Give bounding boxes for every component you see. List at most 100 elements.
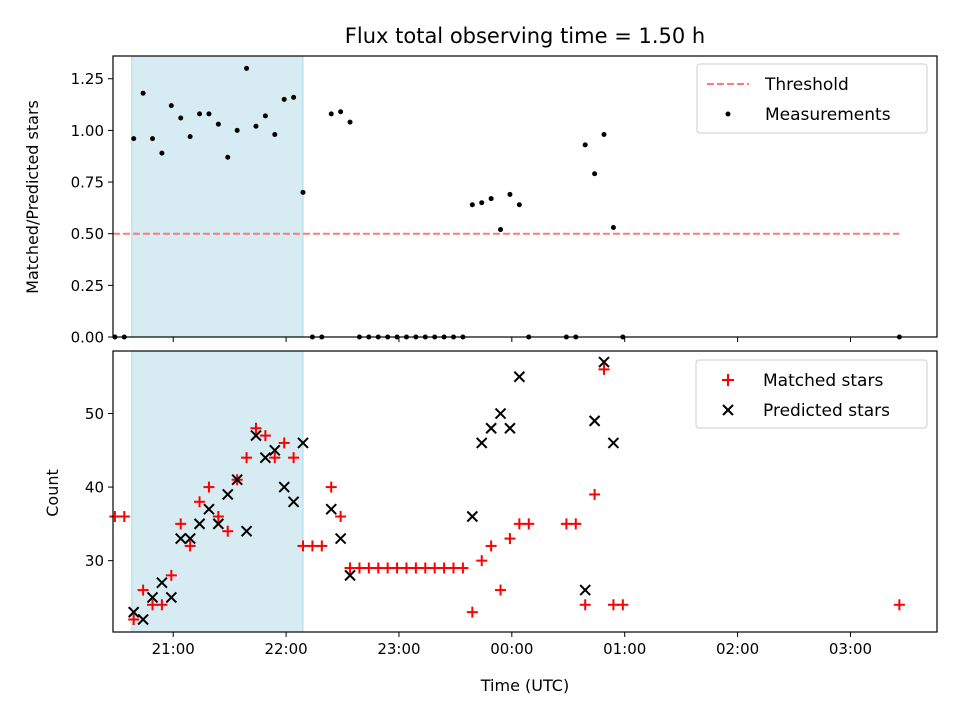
matched-point (156, 599, 168, 611)
legend-measurements-label: Measurements (765, 105, 891, 125)
predicted-point-b (146, 591, 159, 604)
chart-title: Flux total observing time = 1.50 h (345, 24, 705, 48)
matched-point (466, 606, 478, 618)
top-y-tick-label: 1.00 (71, 122, 104, 140)
matched-point (438, 562, 450, 574)
predicted-point-b (203, 503, 215, 515)
legend-predicted-label: Predicted stars (763, 401, 890, 421)
predicted-point-b (579, 584, 591, 596)
top-y-tick-label: 0.50 (71, 225, 104, 243)
matched-point (579, 599, 591, 611)
predicted-point (184, 532, 196, 545)
matched-point (589, 488, 601, 500)
matched-point (165, 569, 177, 581)
top-axes-frame (112, 55, 938, 338)
matched-point (259, 430, 271, 442)
top-plot-area (112, 56, 902, 340)
measurement-point (516, 202, 522, 208)
bottom-axes-frame (112, 350, 938, 633)
bottom-y-tick-label: 40 (85, 479, 104, 497)
predicted-point (598, 356, 610, 368)
predicted-point (466, 510, 479, 523)
measurement-point (347, 119, 353, 125)
measurement-point (498, 227, 504, 233)
matched-point (184, 540, 196, 552)
legend-predicted-swatch (722, 404, 734, 416)
predicted-point-b (278, 481, 290, 493)
top-panel: 0.00 0.25 0.50 0.75 1.00 1.25 Matched/Predict… (23, 55, 938, 347)
predicted-point-b (269, 444, 281, 457)
top-y-axis-label: Matched/Predicted stars (23, 100, 42, 294)
measurement-point (140, 90, 146, 96)
predicted-point-b (504, 422, 516, 434)
measurement-point (244, 65, 250, 71)
matched-point (382, 562, 394, 574)
matched-point (560, 518, 572, 530)
measurement-point (328, 111, 334, 117)
predicted-point (334, 532, 347, 545)
measurement-point (291, 94, 297, 100)
predicted-point-b (240, 525, 253, 537)
matched-point (485, 540, 497, 552)
measurement-point (610, 224, 616, 230)
measurement-point (168, 103, 174, 109)
measurement-point (253, 123, 259, 129)
predicted-point (269, 444, 281, 457)
bottom-y-tick-label: 30 (85, 552, 104, 570)
predicted-point-b (231, 474, 243, 486)
matched-point (448, 562, 460, 574)
matched-point (598, 363, 610, 375)
x-tick-label: 01:00 (603, 640, 646, 658)
predicted-point-b (175, 532, 187, 545)
predicted-point-b (137, 613, 149, 626)
predicted-point (297, 437, 309, 449)
measurement-point (225, 154, 231, 160)
predicted-point-b (287, 496, 300, 508)
matched-point (175, 518, 187, 530)
predicted-point (485, 422, 497, 434)
x-axis-label: Time (UTC) (480, 676, 569, 695)
top-highlight-span (131, 56, 304, 337)
top-y-tick-label: 0.00 (71, 329, 104, 347)
predicted-point-b (325, 503, 337, 515)
legend-measurements-swatch (725, 111, 731, 117)
matched-point (118, 511, 130, 523)
measurement-point (488, 196, 494, 202)
predicted-point (504, 422, 516, 434)
matched-point (297, 540, 309, 552)
legend-matched-swatch (722, 374, 734, 386)
measurement-point (187, 134, 193, 140)
predicted-point-b (156, 577, 168, 589)
predicted-point-b (607, 437, 620, 449)
top-y-tick-label: 0.25 (71, 277, 104, 295)
predicted-point (579, 584, 591, 596)
matched-point (495, 584, 507, 596)
x-tick-label: 22:00 (264, 640, 307, 658)
predicted-point (127, 606, 140, 618)
matched-point (316, 540, 328, 552)
measurement-point (178, 115, 184, 121)
predicted-point (146, 591, 159, 604)
matched-point (278, 437, 290, 449)
measurement-point (197, 111, 203, 117)
matched-point (410, 562, 422, 574)
matched-point (306, 540, 318, 552)
measurement-point (234, 127, 240, 133)
measurement-point (150, 136, 156, 142)
matched-point (457, 562, 469, 574)
bottom-panel: 30 40 50 21:00 22:00 23:00 00:00 01:00 02:00 03:0… (43, 350, 938, 695)
measurement-point (131, 136, 137, 142)
bottom-axes: 30 40 50 21:00 22:00 23:00 00:00 01:00 02:00 03:0… (85, 350, 938, 658)
predicted-point (222, 488, 234, 501)
predicted-point (250, 429, 262, 442)
predicted-point-b (344, 569, 356, 582)
predicted-point-b (476, 437, 488, 449)
predicted-point-b (588, 415, 601, 427)
predicted-point-b (466, 510, 479, 523)
measurement-point (281, 96, 287, 102)
matched-point (203, 481, 215, 493)
top-legend-box (696, 63, 928, 134)
bottom-highlight-span (131, 351, 304, 632)
predicted-point-b (250, 429, 262, 442)
predicted-point-b (513, 371, 526, 383)
